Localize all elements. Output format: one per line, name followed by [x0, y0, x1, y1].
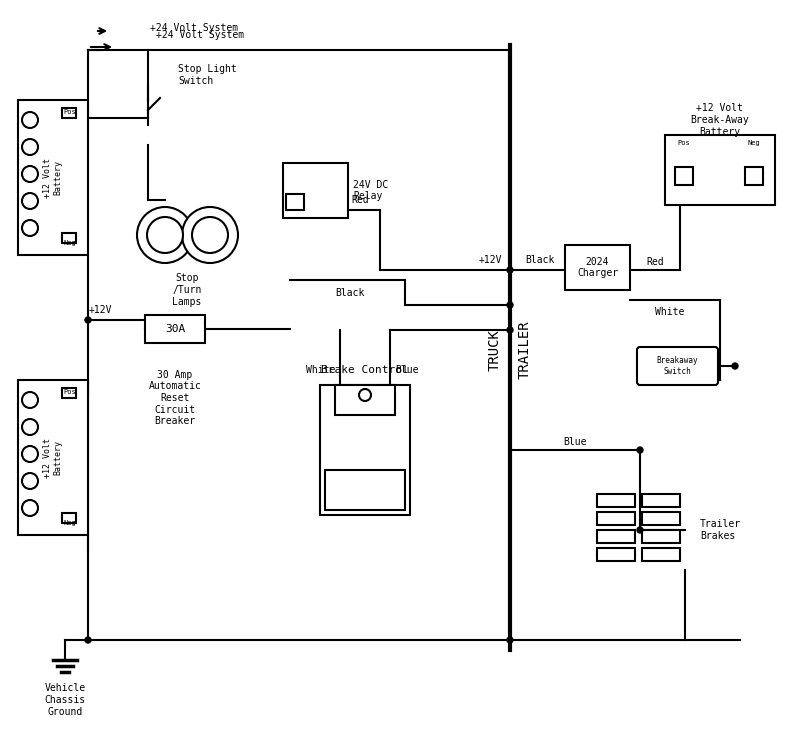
- Text: +12V: +12V: [478, 255, 502, 265]
- Bar: [62, 513, 76, 523]
- Text: Red: Red: [646, 257, 664, 267]
- Bar: [62, 233, 76, 243]
- Text: +24 Volt System: +24 Volt System: [156, 30, 244, 40]
- Bar: [62, 388, 76, 398]
- Text: Blue: Blue: [563, 437, 586, 447]
- Circle shape: [22, 419, 38, 435]
- Circle shape: [507, 637, 513, 643]
- Text: White: White: [655, 307, 685, 317]
- Text: Pos: Pos: [64, 109, 76, 115]
- Text: Breakaway
Switch: Breakaway Switch: [657, 356, 698, 376]
- Circle shape: [192, 217, 228, 253]
- Text: Neg: Neg: [64, 240, 76, 246]
- FancyBboxPatch shape: [637, 347, 718, 385]
- Circle shape: [637, 527, 643, 533]
- Text: Trailer
Brakes: Trailer Brakes: [700, 519, 741, 541]
- Text: Neg: Neg: [748, 140, 760, 146]
- Circle shape: [22, 139, 38, 155]
- Circle shape: [22, 166, 38, 182]
- Circle shape: [359, 389, 371, 401]
- Text: +12V: +12V: [88, 305, 112, 315]
- Text: Blue: Blue: [395, 365, 418, 375]
- Bar: [286, 194, 304, 210]
- Bar: [335, 385, 395, 415]
- Bar: [665, 135, 775, 205]
- Circle shape: [147, 217, 183, 253]
- Text: 30A: 30A: [165, 324, 185, 334]
- Text: 24V DC
Relay: 24V DC Relay: [353, 180, 388, 201]
- Text: Pos: Pos: [678, 140, 690, 146]
- Bar: [642, 512, 680, 525]
- Circle shape: [22, 392, 38, 408]
- Circle shape: [22, 220, 38, 236]
- Text: Brake Control: Brake Control: [321, 365, 409, 375]
- Text: +12 Volt
Battery: +12 Volt Battery: [43, 157, 62, 197]
- Bar: [325, 470, 405, 510]
- Circle shape: [507, 302, 513, 308]
- Bar: [565, 245, 630, 290]
- Bar: [597, 512, 635, 525]
- Text: TRUCK: TRUCK: [488, 329, 502, 371]
- Text: Vehicle
Chassis
Ground: Vehicle Chassis Ground: [45, 683, 86, 716]
- Bar: [283, 163, 348, 218]
- Bar: [18, 100, 88, 255]
- Circle shape: [637, 447, 643, 453]
- Text: 2024
Charger: 2024 Charger: [577, 257, 618, 279]
- Circle shape: [22, 500, 38, 516]
- Bar: [597, 548, 635, 561]
- Bar: [642, 530, 680, 543]
- Bar: [675, 167, 693, 185]
- Circle shape: [22, 446, 38, 462]
- Circle shape: [732, 363, 738, 369]
- Bar: [745, 167, 763, 185]
- Text: 30 Amp
Automatic
Reset
Circuit
Breaker: 30 Amp Automatic Reset Circuit Breaker: [149, 370, 202, 426]
- Circle shape: [85, 317, 91, 323]
- Text: +12 Volt
Battery: +12 Volt Battery: [43, 437, 62, 477]
- Text: White: White: [306, 365, 335, 375]
- Circle shape: [22, 193, 38, 209]
- Text: Black: Black: [526, 255, 554, 265]
- Text: +12 Volt
Break-Away
Battery: +12 Volt Break-Away Battery: [690, 103, 750, 137]
- Circle shape: [182, 207, 238, 263]
- Bar: [597, 494, 635, 507]
- Circle shape: [507, 327, 513, 333]
- Text: Pos: Pos: [64, 389, 76, 395]
- Text: Black: Black: [335, 288, 365, 298]
- Text: +24 Volt System: +24 Volt System: [150, 23, 238, 33]
- Bar: [642, 494, 680, 507]
- Bar: [320, 385, 410, 515]
- Text: Stop
/Turn
Lamps: Stop /Turn Lamps: [172, 273, 202, 306]
- Text: TRAILER: TRAILER: [518, 321, 532, 379]
- Bar: [642, 548, 680, 561]
- Text: Red: Red: [351, 195, 369, 205]
- Circle shape: [85, 637, 91, 643]
- Circle shape: [507, 267, 513, 273]
- Bar: [597, 530, 635, 543]
- Text: Stop Light
Switch: Stop Light Switch: [178, 64, 237, 86]
- Circle shape: [22, 112, 38, 128]
- Bar: [62, 108, 76, 118]
- Bar: [18, 380, 88, 535]
- Bar: [145, 315, 205, 343]
- Circle shape: [22, 473, 38, 489]
- Text: Neg: Neg: [64, 520, 76, 526]
- Circle shape: [137, 207, 193, 263]
